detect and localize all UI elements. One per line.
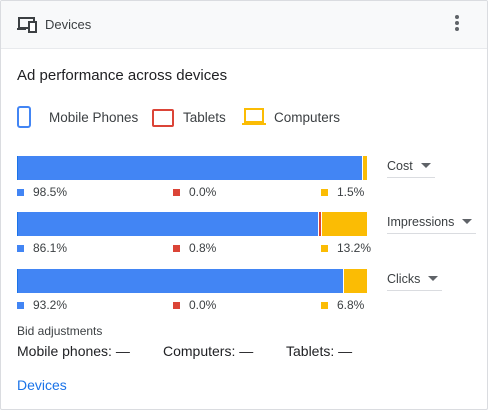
tablet-icon bbox=[152, 109, 174, 127]
chart-row-clicks: 93.2% 0.0% 6.8% Clicks bbox=[17, 269, 487, 319]
stacked-bar-impressions bbox=[17, 212, 367, 236]
chart-row-impressions: 86.1% 0.8% 13.2% Impressions bbox=[17, 212, 487, 262]
pct-computers: 1.5% bbox=[321, 185, 364, 199]
computer-icon bbox=[242, 108, 266, 125]
metric-dropdown-impressions[interactable]: Impressions bbox=[387, 215, 477, 234]
devices-icon bbox=[17, 17, 37, 33]
pct-mobile: 86.1% bbox=[17, 241, 67, 255]
pct-mobile: 93.2% bbox=[17, 298, 67, 312]
legend-label: Computers bbox=[274, 110, 341, 125]
card-title: Devices bbox=[45, 17, 92, 32]
bid-adjustments-title: Bid adjustments bbox=[17, 324, 103, 338]
pct-mobile: 98.5% bbox=[17, 185, 67, 199]
metric-dropdown-clicks[interactable]: Clicks bbox=[387, 272, 443, 291]
devices-link[interactable]: Devices bbox=[17, 377, 67, 393]
card-header: Devices bbox=[1, 1, 487, 49]
bar-segment-tablets bbox=[318, 212, 322, 236]
dropdown-arrow-icon bbox=[420, 163, 431, 168]
bar-segment-mobile bbox=[17, 269, 343, 293]
pct-tablets: 0.8% bbox=[173, 241, 216, 255]
legend-label: Tablets bbox=[183, 110, 226, 125]
pct-computers: 6.8% bbox=[321, 298, 364, 312]
mobile-phone-icon bbox=[17, 106, 31, 128]
bid-adjustment-tablets: Tablets: — bbox=[286, 343, 353, 359]
pct-computers: 13.2% bbox=[321, 241, 371, 255]
stacked-bar-cost bbox=[17, 156, 367, 180]
legend-label: Mobile Phones bbox=[49, 110, 139, 125]
bar-segment-mobile bbox=[17, 156, 362, 180]
bid-adjustment-mobile: Mobile phones: — bbox=[17, 343, 130, 359]
bar-segment-computers bbox=[362, 156, 367, 180]
chart-row-cost: 98.5% 0.0% 1.5% Cost bbox=[17, 156, 487, 206]
pct-tablets: 0.0% bbox=[173, 298, 216, 312]
dropdown-arrow-icon bbox=[462, 219, 473, 224]
bar-segment-computers bbox=[343, 269, 367, 293]
pct-tablets: 0.0% bbox=[173, 185, 216, 199]
bar-segment-mobile bbox=[17, 212, 318, 236]
stacked-bar-clicks bbox=[17, 269, 367, 293]
metric-dropdown-cost[interactable]: Cost bbox=[387, 159, 435, 178]
bar-segment-computers bbox=[321, 212, 367, 236]
card-subtitle: Ad performance across devices bbox=[17, 67, 228, 84]
more-vert-icon[interactable] bbox=[449, 13, 465, 35]
bid-adjustment-computers: Computers: — bbox=[163, 343, 254, 359]
dropdown-arrow-icon bbox=[428, 276, 439, 281]
